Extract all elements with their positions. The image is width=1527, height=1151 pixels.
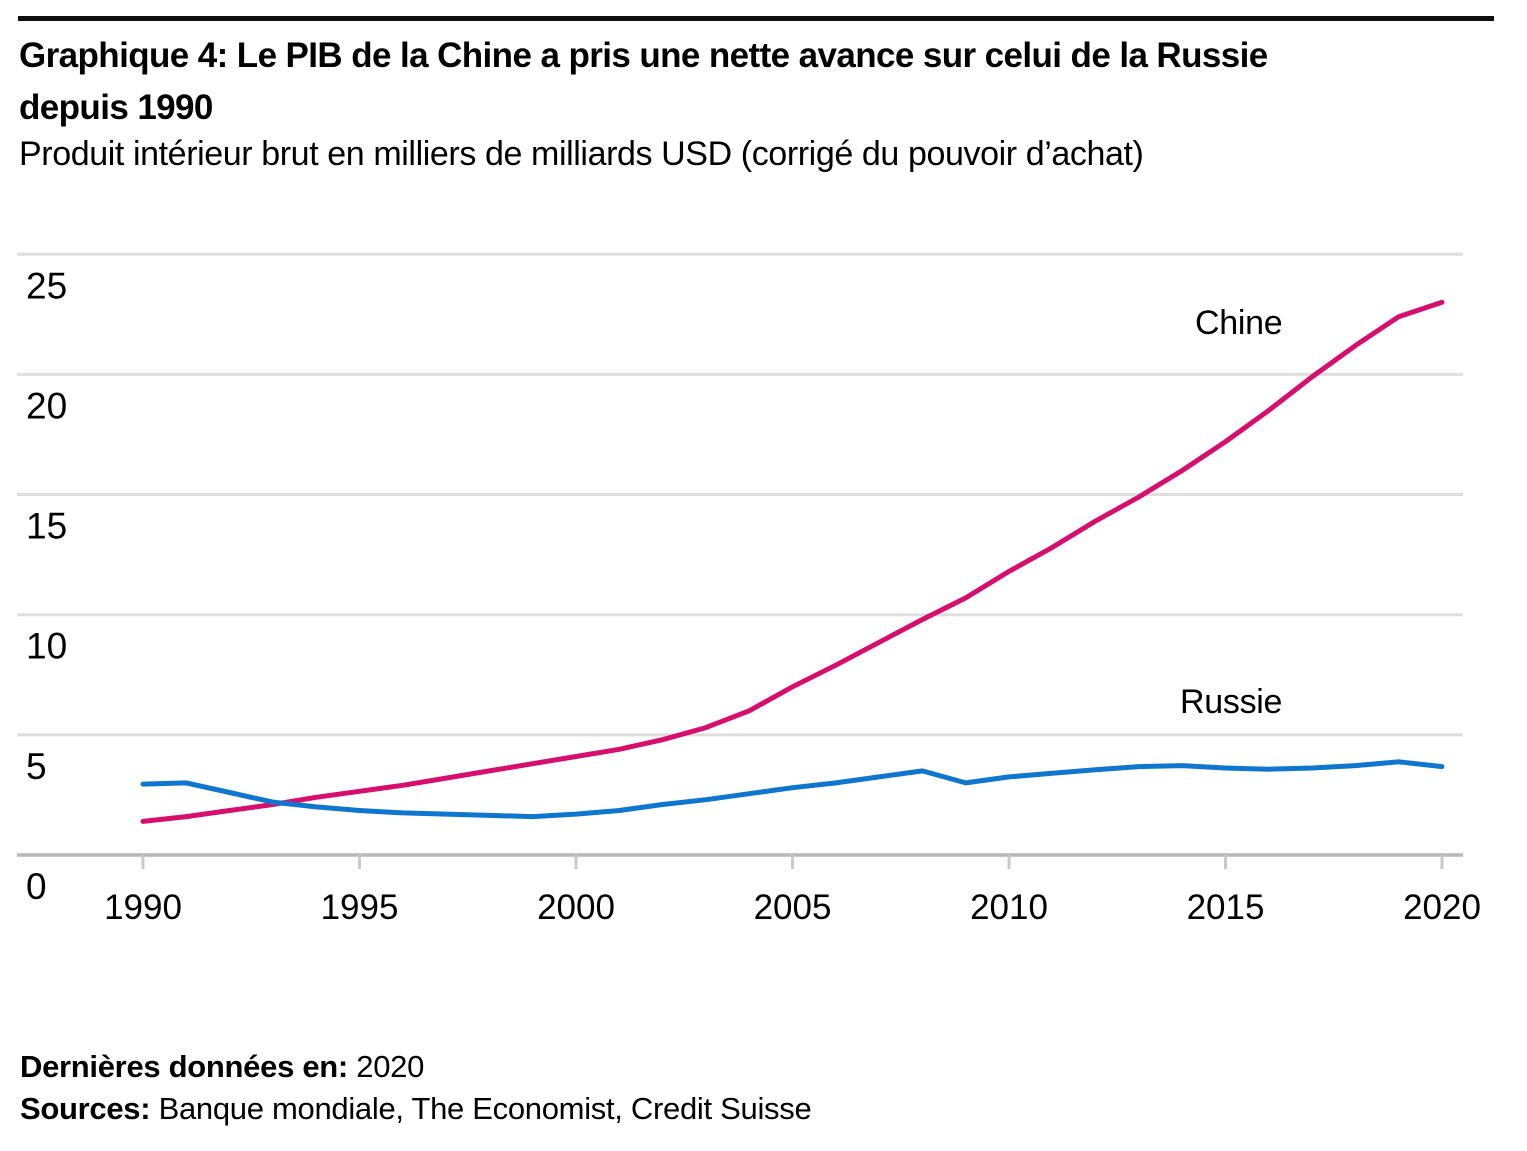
chart-title-line1: Graphique 4: Le PIB de la Chine a pris u…	[19, 36, 1268, 75]
series-label-russie: Russie	[1180, 683, 1282, 721]
x-axis-label-2015: 2015	[1187, 888, 1265, 927]
y-axis-label-0: 0	[26, 866, 47, 907]
sources-label: Sources:	[20, 1091, 151, 1126]
x-axis-label-2000: 2000	[537, 888, 615, 927]
x-axis-label-2005: 2005	[754, 888, 832, 927]
last-data-row: Dernières données en: 2020	[20, 1046, 811, 1088]
line-chine	[140, 299, 1445, 824]
y-axis-label-15: 15	[26, 506, 67, 547]
x-axis-label-1995: 1995	[321, 888, 399, 927]
sources-row: Sources: Banque mondiale, The Economist,…	[20, 1088, 812, 1130]
y-axis-label-10: 10	[26, 626, 67, 667]
x-axis-label-2010: 2010	[970, 888, 1048, 927]
chart-axes: 0 5 10 15 20 25 1990 1995 2000 2005 2010 2015 2020	[17, 252, 1481, 927]
last-data-label: Dernières données en:	[20, 1049, 348, 1084]
x-axis-label-1990: 1990	[104, 888, 182, 927]
chart-title: Graphique 4: Le PIB de la Chine a pris u…	[19, 30, 1268, 134]
sources-value: Banque mondiale, The Economist, Credit S…	[158, 1091, 812, 1126]
y-axis-label-25: 25	[26, 265, 67, 306]
x-axis-label-2020: 2020	[1403, 888, 1481, 927]
y-axis-label-20: 20	[26, 385, 67, 426]
chart-footer: Dernières données en: 2020 Sources: Banq…	[20, 1046, 812, 1130]
y-axis-label-5: 5	[26, 746, 47, 787]
series-label-chine: Chine	[1195, 304, 1282, 342]
chart-subtitle: Produit intérieur brut en milliers de mi…	[19, 135, 1144, 173]
chart-series	[140, 299, 1445, 824]
last-data-value: 2020	[356, 1049, 425, 1084]
top-rule-divider	[18, 16, 1494, 21]
chart-title-line2: depuis 1990	[19, 88, 213, 127]
line-russie	[140, 759, 1445, 820]
